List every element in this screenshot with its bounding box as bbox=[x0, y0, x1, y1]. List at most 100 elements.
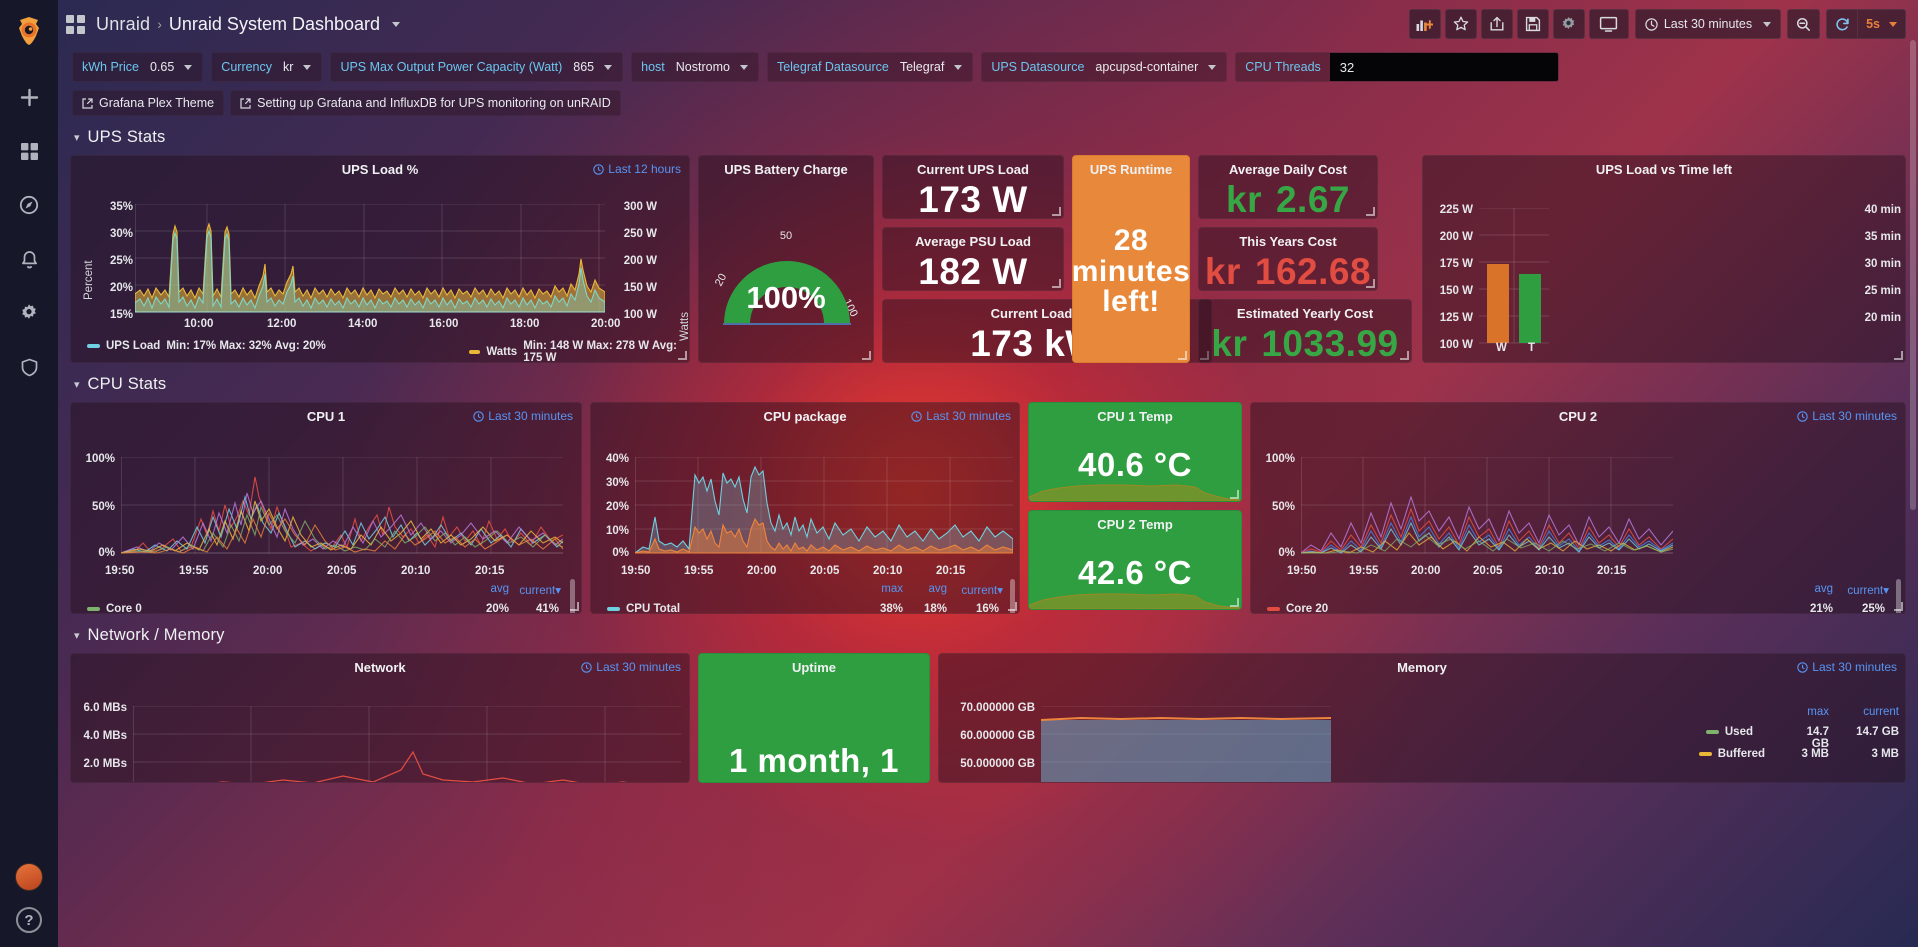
legend-header-current[interactable]: current▾ bbox=[947, 583, 1003, 597]
add-panel-button[interactable] bbox=[1408, 9, 1441, 39]
zoom-out-button[interactable] bbox=[1787, 9, 1821, 39]
page-title[interactable]: Unraid System Dashboard bbox=[168, 13, 381, 34]
save-dashboard-button[interactable] bbox=[1516, 9, 1549, 39]
panel-this-years-cost[interactable]: This Years Cost kr 162.68 bbox=[1198, 227, 1378, 291]
panel-ups-load-percent[interactable]: UPS Load % Last 12 hours Percent 35% 30%… bbox=[70, 155, 690, 363]
sidebar-item-alerting[interactable] bbox=[12, 242, 46, 276]
dashboard-grid-icon[interactable] bbox=[66, 14, 85, 34]
time-range-picker[interactable]: Last 30 minutes bbox=[1634, 9, 1782, 39]
variable-cpu-threads[interactable]: CPU Threads bbox=[1235, 52, 1559, 82]
row-header-network-memory[interactable]: ▾ Network / Memory bbox=[58, 614, 1918, 653]
legend-item-watts[interactable]: Watts Min: 148 W Max: 278 W Avg: 175 W bbox=[469, 340, 689, 362]
variable-value[interactable]: kr bbox=[281, 53, 321, 81]
variable-ups-datasource[interactable]: UPS Datasource apcupsd-container bbox=[981, 52, 1228, 82]
panel-resize-handle[interactable] bbox=[1230, 490, 1239, 499]
panel-resize-handle[interactable] bbox=[1366, 207, 1375, 216]
legend-header-max[interactable]: max bbox=[881, 583, 903, 595]
dashboard-settings-button[interactable] bbox=[1552, 9, 1585, 39]
legend-scrollbar[interactable] bbox=[1010, 579, 1015, 613]
legend-scrollbar[interactable] bbox=[570, 579, 575, 613]
mark-favorite-button[interactable] bbox=[1444, 9, 1477, 39]
panel-network[interactable]: Network Last 30 minutes 6.0 MBs 4.0 MBs … bbox=[70, 653, 690, 783]
panel-time-range[interactable]: Last 30 minutes bbox=[1797, 409, 1897, 423]
panel-current-ups-load[interactable]: Current UPS Load 173 W bbox=[882, 155, 1064, 219]
panel-time-range[interactable]: Last 30 minutes bbox=[473, 409, 573, 423]
legend-item-core-0[interactable]: Core 0 bbox=[87, 603, 142, 613]
panel-resize-handle[interactable] bbox=[862, 351, 871, 360]
refresh-interval-picker[interactable]: 5s bbox=[1858, 9, 1906, 39]
legend-header-current[interactable]: current bbox=[1863, 706, 1899, 718]
chevron-down-icon[interactable]: ▾ bbox=[74, 379, 80, 391]
panel-memory[interactable]: Memory Last 30 minutes 70.000000 GB 60.0… bbox=[938, 653, 1906, 783]
panel-ups-load-vs-time-left[interactable]: UPS Load vs Time left 225 W 200 W 175 W … bbox=[1422, 155, 1906, 363]
variable-value[interactable]: Telegraf bbox=[898, 53, 972, 81]
panel-resize-handle[interactable] bbox=[678, 351, 687, 360]
sidebar-item-dashboards[interactable] bbox=[12, 134, 46, 168]
panel-estimated-yearly-cost[interactable]: Estimated Yearly Cost kr 1033.99 bbox=[1198, 299, 1412, 363]
cpu-threads-input[interactable] bbox=[1329, 53, 1558, 81]
panel-resize-handle[interactable] bbox=[1230, 598, 1239, 607]
legend-header-current[interactable]: current▾ bbox=[509, 583, 561, 597]
panel-time-range[interactable]: Last 30 minutes bbox=[581, 660, 681, 674]
sidebar-item-explore[interactable] bbox=[12, 188, 46, 222]
sidebar-item-server-admin[interactable] bbox=[12, 350, 46, 384]
panel-uptime[interactable]: Uptime 1 month, 1 bbox=[698, 653, 930, 783]
chevron-down-icon[interactable]: ▾ bbox=[74, 630, 80, 642]
variable-value[interactable]: apcupsd-container bbox=[1093, 53, 1226, 81]
legend-item-core-20[interactable]: Core 20 bbox=[1267, 603, 1328, 613]
sidebar-item-create[interactable] bbox=[12, 80, 46, 114]
panel-time-range[interactable]: Last 12 hours bbox=[593, 162, 681, 176]
variable-value[interactable]: 865 bbox=[571, 53, 622, 81]
panel-resize-handle[interactable] bbox=[1400, 351, 1409, 360]
legend-header-max[interactable]: max bbox=[1807, 706, 1829, 718]
legend-item-cpu-total[interactable]: CPU Total bbox=[607, 603, 680, 613]
legend-item-used[interactable]: Used bbox=[1705, 726, 1753, 738]
dashboard-link-grafana-plex-theme[interactable]: Grafana Plex Theme bbox=[72, 90, 225, 116]
legend-header-avg[interactable]: avg bbox=[490, 583, 509, 595]
variable-currency[interactable]: Currency kr bbox=[211, 52, 323, 82]
variable-host[interactable]: host Nostromo bbox=[631, 52, 759, 82]
breadcrumb-root[interactable]: Unraid bbox=[96, 13, 151, 34]
panel-cpu-2[interactable]: CPU 2 Last 30 minutes 100% 50% 0% bbox=[1250, 402, 1906, 614]
chevron-down-icon[interactable] bbox=[392, 21, 401, 27]
share-dashboard-button[interactable] bbox=[1480, 9, 1513, 39]
variable-value[interactable]: Nostromo bbox=[674, 53, 758, 81]
legend-header-avg[interactable]: avg bbox=[1814, 583, 1833, 595]
variable-kwh-price[interactable]: kWh Price 0.65 bbox=[72, 52, 204, 82]
avatar[interactable] bbox=[15, 863, 43, 891]
legend-item-buffered[interactable]: Buffered bbox=[1698, 748, 1765, 760]
panel-ups-battery-charge[interactable]: UPS Battery Charge 50 20 100 100% bbox=[698, 155, 874, 363]
row-header-cpu-stats[interactable]: ▾ CPU Stats bbox=[58, 363, 1918, 402]
page-scrollbar[interactable] bbox=[1910, 40, 1916, 510]
panel-resize-handle[interactable] bbox=[1052, 279, 1061, 288]
panel-resize-handle[interactable] bbox=[1052, 207, 1061, 216]
row-header-ups-stats[interactable]: ▾ UPS Stats bbox=[58, 116, 1918, 155]
panel-cpu-1-temp[interactable]: CPU 1 Temp 40.6 °C bbox=[1028, 402, 1242, 502]
panel-average-daily-cost[interactable]: Average Daily Cost kr 2.67 bbox=[1198, 155, 1378, 219]
legend-item-ups-load[interactable]: UPS Load Min: 17% Max: 32% Avg: 20% bbox=[87, 340, 326, 352]
sidebar-item-configuration[interactable] bbox=[12, 296, 46, 330]
panel-cpu-package[interactable]: CPU package Last 30 minutes 40% 30% 20% … bbox=[590, 402, 1020, 614]
legend-header-avg[interactable]: avg bbox=[928, 583, 947, 595]
panel-resize-handle[interactable] bbox=[570, 602, 579, 611]
cycle-view-mode-button[interactable] bbox=[1588, 9, 1629, 39]
panel-resize-handle[interactable] bbox=[1366, 279, 1375, 288]
panel-resize-handle[interactable] bbox=[1894, 602, 1903, 611]
refresh-button[interactable] bbox=[1826, 9, 1859, 39]
panel-resize-handle[interactable] bbox=[1200, 351, 1209, 360]
legend-header-current[interactable]: current▾ bbox=[1833, 583, 1889, 597]
panel-resize-handle[interactable] bbox=[1894, 351, 1903, 360]
panel-time-range[interactable]: Last 30 minutes bbox=[1797, 660, 1897, 674]
panel-ups-runtime[interactable]: UPS Runtime 28 minutes left! bbox=[1072, 155, 1190, 363]
panel-average-psu-load[interactable]: Average PSU Load 182 W bbox=[882, 227, 1064, 291]
dashboard-link-ups-monitoring-guide[interactable]: Setting up Grafana and InfluxDB for UPS … bbox=[230, 90, 621, 116]
variable-ups-max-output-power-capacity[interactable]: UPS Max Output Power Capacity (Watt) 865 bbox=[330, 52, 624, 82]
chevron-down-icon[interactable]: ▾ bbox=[74, 132, 80, 144]
panel-resize-handle[interactable] bbox=[1178, 351, 1187, 360]
variable-value[interactable]: 0.65 bbox=[148, 53, 202, 81]
help-icon[interactable]: ? bbox=[16, 907, 42, 933]
panel-resize-handle[interactable] bbox=[1008, 602, 1017, 611]
legend-scrollbar[interactable] bbox=[1896, 579, 1901, 613]
panel-cpu-1[interactable]: CPU 1 Last 30 minutes 100% 50% 0% bbox=[70, 402, 582, 614]
panel-time-range[interactable]: Last 30 minutes bbox=[911, 409, 1011, 423]
